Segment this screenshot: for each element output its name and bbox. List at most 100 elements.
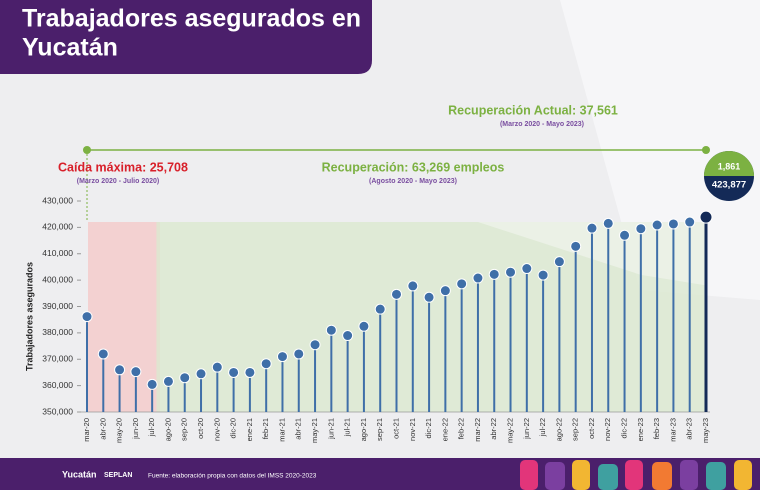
y-tick-label: 360,000: [42, 380, 73, 390]
x-tick-label: jun-20: [131, 418, 140, 440]
x-tick-label: nov-22: [603, 418, 612, 441]
dot: [309, 339, 321, 351]
lollipop: [699, 210, 713, 412]
x-tick-label: jul-20: [147, 418, 156, 437]
dot: [391, 288, 402, 300]
lollipop: [586, 222, 598, 412]
lollipop: [570, 240, 582, 412]
lollipop: [635, 223, 647, 412]
dot: [342, 330, 354, 342]
dot: [699, 210, 713, 224]
last-badge-top: [704, 151, 754, 176]
lollipop: [488, 268, 500, 412]
plot: 350,000 360,000 370,000 380,000 390,000 400,0…: [24, 103, 754, 443]
dot: [505, 266, 517, 278]
dot: [97, 348, 109, 360]
dot: [293, 348, 305, 360]
lollipop: [260, 358, 272, 412]
header-box: [0, 0, 372, 74]
y-axis-label: Trabajadores asegurados: [24, 262, 34, 371]
x-tick-label: ago-20: [163, 418, 172, 441]
annotation-title: Recuperación: 63,269 empleos: [322, 160, 505, 174]
dot: [602, 217, 614, 229]
range-dot: [702, 146, 710, 154]
annotation-period: (Marzo 2020 - Julio 2020): [77, 178, 159, 185]
dot: [374, 303, 386, 315]
lollipop: [228, 366, 240, 412]
x-tick-label: sep-22: [571, 418, 580, 441]
y-tick-label: 400,000: [42, 274, 73, 284]
lollipop: [423, 291, 435, 412]
x-tick-label: oct-22: [587, 418, 596, 439]
lollipop: [195, 368, 207, 412]
x-tick-label: ene-22: [440, 418, 449, 441]
lollipop: [456, 278, 468, 412]
dot: [472, 272, 484, 284]
lollipop: [651, 219, 663, 412]
dot: [651, 219, 663, 231]
x-tick-label: ago-21: [359, 418, 368, 441]
x-tick-label: oct-21: [391, 418, 400, 439]
y-tick-label: 380,000: [42, 327, 73, 337]
y-tick-label: 370,000: [42, 354, 73, 364]
lollipop: [342, 330, 354, 412]
dot: [211, 361, 223, 373]
x-tick-label: abr-22: [489, 418, 498, 440]
dot: [586, 222, 598, 234]
x-tick-label: jun-22: [522, 418, 531, 440]
dot: [325, 324, 337, 336]
dot: [146, 378, 158, 390]
x-tick-label: jun-21: [326, 418, 335, 440]
dot: [537, 269, 549, 281]
dot: [244, 366, 256, 378]
x-tick-label: may-21: [310, 418, 319, 443]
annotation-period: (Agosto 2020 - Mayo 2023): [369, 178, 457, 185]
lollipop: [244, 366, 256, 412]
logo: SEPLAN: [104, 472, 132, 479]
footer-decoration: [520, 460, 752, 490]
x-tick-label: mar-22: [473, 418, 482, 442]
y-tick-label: 420,000: [42, 222, 73, 232]
y-tick-label: 350,000: [42, 406, 73, 416]
dot: [195, 368, 207, 380]
lollipop: [374, 303, 386, 412]
source: Fuente: elaboración propia con datos del…: [148, 473, 317, 480]
lollipop: [602, 217, 614, 412]
dot: [81, 311, 93, 323]
lollipop: [293, 348, 305, 412]
x-tick-label: abr-21: [294, 418, 303, 440]
lollipop: [521, 263, 533, 412]
x-tick-label: abr-20: [98, 418, 107, 440]
dot: [619, 229, 631, 241]
lollipop: [114, 364, 126, 412]
x-tick-label: abr-23: [685, 418, 694, 440]
annotation-period: (Marzo 2020 - Mayo 2023): [500, 121, 584, 128]
title: Yucatán: [22, 34, 118, 62]
lollipop: [276, 351, 288, 412]
x-tick-label: dic-20: [229, 418, 238, 438]
x-tick-label: ene-23: [636, 418, 645, 441]
annotation-title: Caída máxima: 25,708: [58, 160, 188, 174]
lollipop: [619, 229, 631, 412]
lollipop: [358, 320, 370, 412]
dot: [162, 375, 174, 387]
y-tick-label: 410,000: [42, 248, 73, 258]
dot: [130, 366, 142, 378]
x-tick-label: may-23: [701, 418, 710, 443]
lollipop: [130, 366, 142, 412]
dot: [407, 280, 419, 292]
dot: [260, 358, 272, 370]
dot: [570, 240, 582, 252]
x-tick-label: nov-21: [408, 418, 417, 441]
dot: [358, 320, 370, 332]
dot: [553, 256, 565, 268]
x-tick-label: nov-20: [212, 418, 221, 441]
lollipop: [97, 348, 109, 412]
lollipop: [162, 375, 174, 412]
logo: Yucatán: [62, 469, 97, 479]
lollipop: [407, 280, 419, 412]
dot: [521, 263, 533, 275]
dot: [488, 268, 500, 280]
lollipop: [667, 218, 679, 412]
